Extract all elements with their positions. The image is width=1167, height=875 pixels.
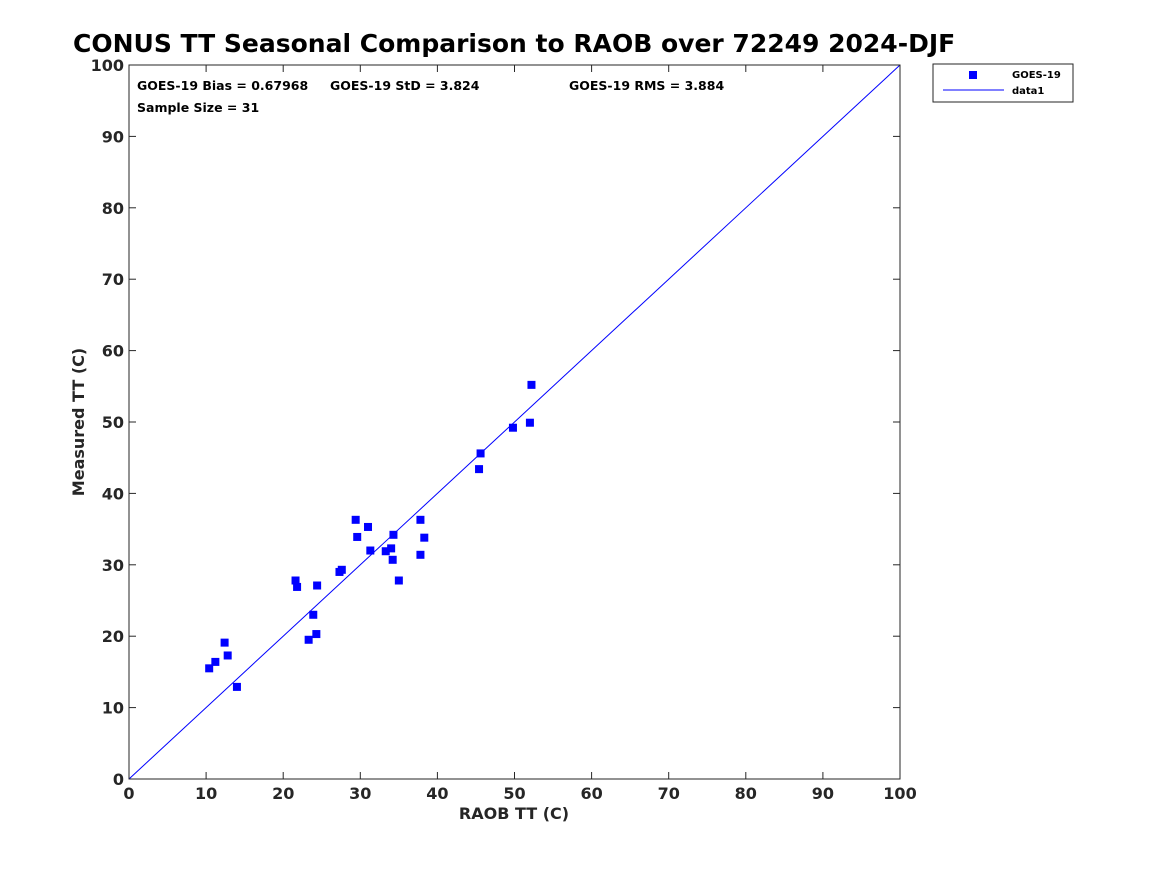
x-tick-label: 30: [349, 784, 371, 803]
scatter-point: [232, 682, 241, 691]
scatter-point: [381, 547, 390, 556]
legend-box: [932, 63, 1074, 103]
x-tick-label: 70: [658, 784, 680, 803]
scatter-point: [420, 533, 429, 542]
scatter-point: [293, 582, 302, 591]
x-tick-label: 0: [123, 784, 134, 803]
scatter-point: [416, 515, 425, 524]
x-tick-label: 80: [735, 784, 757, 803]
x-tick-label: 40: [426, 784, 448, 803]
scatter-point: [337, 565, 346, 574]
y-tick-label: 10: [102, 699, 124, 718]
scatter-markers: [205, 380, 536, 691]
y-tick-label: 100: [91, 56, 124, 75]
scatter-point: [220, 638, 229, 647]
bias-annotation: GOES-19 Bias = 0.67968: [137, 78, 308, 93]
y-tick-label: 60: [102, 342, 124, 361]
y-tick-label: 80: [102, 199, 124, 218]
identity-line-group: [128, 64, 901, 780]
rms-annotation: GOES-19 RMS = 3.884: [569, 78, 724, 93]
scatter-point: [205, 664, 214, 673]
scatter-point: [223, 651, 232, 660]
y-tick-label: 0: [113, 770, 124, 789]
legend-label-goes19: GOES-19: [1012, 70, 1061, 81]
scatter-point: [525, 418, 534, 427]
scatter-point: [313, 581, 322, 590]
chart-title: CONUS TT Seasonal Comparison to RAOB ove…: [73, 29, 955, 58]
scatter-point: [476, 449, 485, 458]
y-tick-label: 40: [102, 484, 124, 503]
scatter-point: [304, 635, 313, 644]
scatter-point: [389, 530, 398, 539]
x-tick-label: 20: [272, 784, 294, 803]
std-annotation: GOES-19 StD = 3.824: [330, 78, 480, 93]
x-tick-label: 50: [503, 784, 525, 803]
x-tick-label: 100: [883, 784, 916, 803]
scatter-point: [309, 610, 318, 619]
scatter-point: [211, 657, 220, 666]
plot-area: [128, 64, 901, 780]
scatter-point: [364, 522, 373, 531]
scatter-point: [387, 544, 396, 553]
scatter-point: [394, 576, 403, 585]
scatter-point: [291, 576, 300, 585]
legend-label-data1: data1: [1012, 86, 1044, 97]
scatter-point: [351, 515, 360, 524]
y-tick-label: 90: [102, 127, 124, 146]
scatter-point: [388, 555, 397, 564]
x-tick-label: 90: [812, 784, 834, 803]
scatter-point: [312, 630, 321, 639]
y-axis-ticks: 0 10 20 30 40 50 60 70 80 90 100: [91, 56, 900, 789]
x-axis-ticks: 0 10 20 30 40 50 60 70 80 90 100: [123, 65, 917, 803]
legend: GOES-19 data1: [932, 63, 1074, 103]
x-axis-label: RAOB TT (C): [459, 804, 569, 823]
y-tick-label: 30: [102, 556, 124, 575]
scatter-point: [475, 465, 484, 474]
y-axis-label: Measured TT (C): [69, 348, 88, 496]
scatter-point: [508, 423, 517, 432]
identity-line-data1: [128, 64, 901, 780]
scatter-point: [353, 532, 362, 541]
sample-size-annotation: Sample Size = 31: [137, 100, 259, 115]
scatter-point: [416, 550, 425, 559]
y-tick-label: 20: [102, 627, 124, 646]
x-tick-label: 10: [195, 784, 217, 803]
x-tick-label: 60: [580, 784, 602, 803]
y-tick-label: 70: [102, 270, 124, 289]
legend-marker-goes19: [969, 71, 977, 79]
scatter-point: [366, 546, 375, 555]
y-tick-label: 50: [102, 413, 124, 432]
scatter-point: [527, 380, 536, 389]
